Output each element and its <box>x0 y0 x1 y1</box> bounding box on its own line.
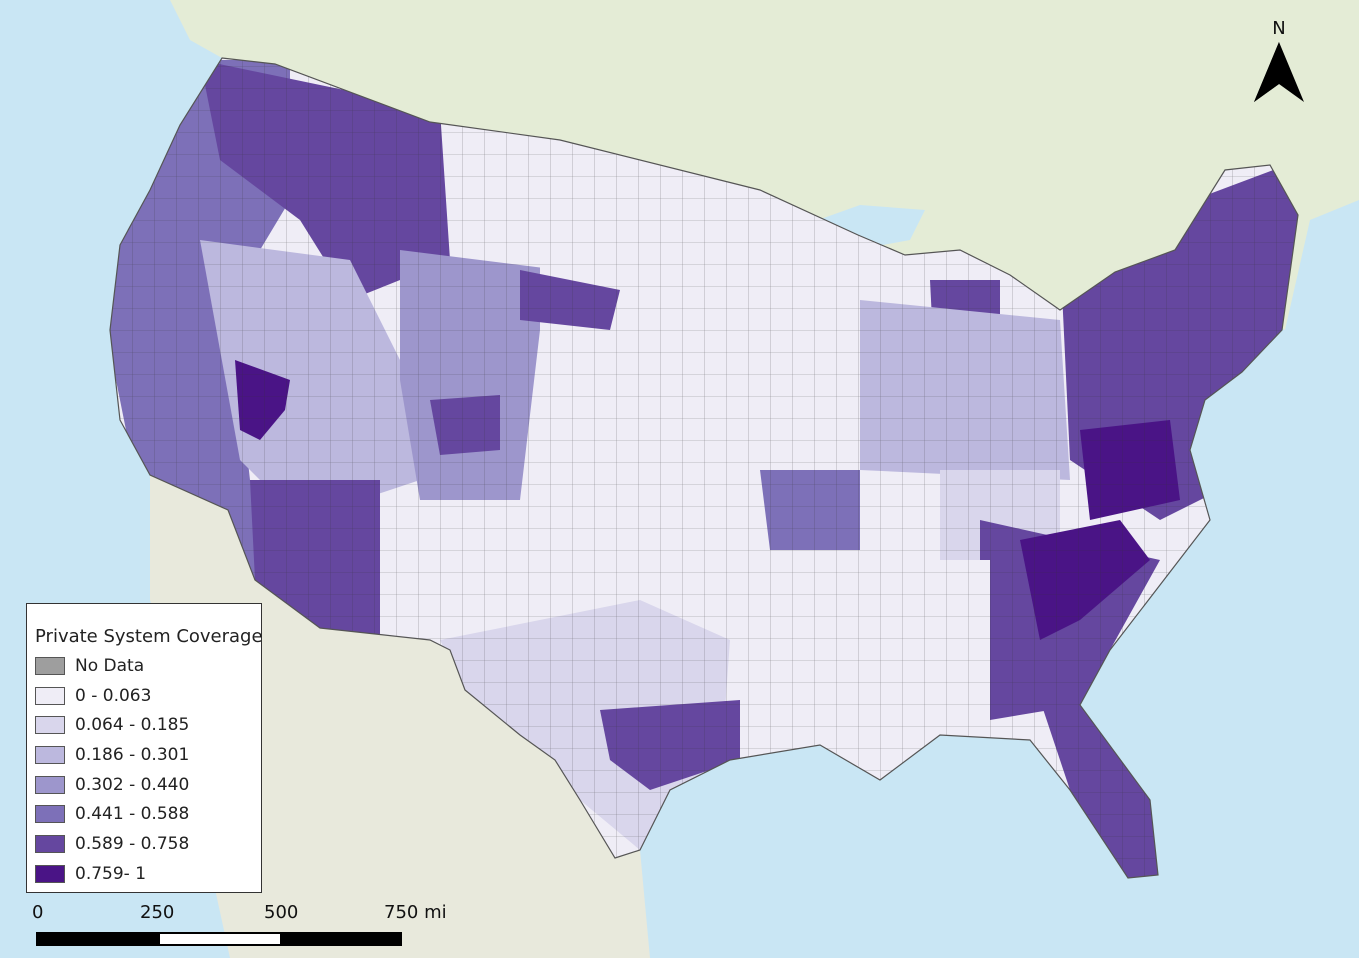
scale-tick-0: 0 <box>32 902 44 923</box>
legend-item: 0.759- 1 <box>35 859 261 889</box>
legend-swatch <box>35 745 65 764</box>
legend-rows: No Data 0 - 0.063 0.064 - 0.185 0.186 - 0.3… <box>35 651 261 889</box>
legend-label: 0.186 - 0.301 <box>75 744 190 765</box>
legend-label: No Data <box>75 655 145 676</box>
legend-swatch <box>35 656 65 675</box>
north-arrow-icon <box>1254 42 1304 102</box>
legend-swatch <box>35 805 65 824</box>
legend-item: 0.302 - 0.440 <box>35 770 261 800</box>
legend-label: 0.064 - 0.185 <box>75 715 190 736</box>
legend-item: No Data <box>35 651 261 681</box>
legend-item: 0.589 - 0.758 <box>35 829 261 859</box>
north-arrow-label: N <box>1272 18 1286 39</box>
scale-bar: 0 250 500 750 mi <box>26 900 447 952</box>
legend-swatch <box>35 775 65 794</box>
legend-label: 0 - 0.063 <box>75 685 152 706</box>
legend-swatch <box>35 834 65 853</box>
legend-label: 0.589 - 0.758 <box>75 833 190 854</box>
legend-item: 0.441 - 0.588 <box>35 799 261 829</box>
scale-tick-750: 750 mi <box>384 902 447 923</box>
legend-item: 0.186 - 0.301 <box>35 740 261 770</box>
legend-item: 0.064 - 0.185 <box>35 710 261 740</box>
legend-title: Private System Coverage <box>35 626 263 647</box>
legend-label: 0.441 - 0.588 <box>75 804 190 825</box>
legend: Private System Coverage No Data 0 - 0.063… <box>26 603 263 893</box>
scale-tick-250: 250 <box>140 902 175 923</box>
scale-segment-3 <box>280 932 402 946</box>
legend-label: 0.759- 1 <box>75 863 147 884</box>
legend-item: 0 - 0.063 <box>35 681 261 711</box>
legend-swatch <box>35 686 65 705</box>
legend-swatch <box>35 864 65 883</box>
scale-segment-1 <box>36 932 160 946</box>
legend-label: 0.302 - 0.440 <box>75 774 190 795</box>
us-outline <box>109 57 1299 879</box>
canada-land <box>170 0 1359 330</box>
scale-segment-2 <box>158 932 282 946</box>
north-arrow: N <box>1248 18 1310 108</box>
legend-swatch <box>35 716 65 735</box>
scale-tick-500: 500 <box>264 902 299 923</box>
mexico-land <box>150 475 650 958</box>
